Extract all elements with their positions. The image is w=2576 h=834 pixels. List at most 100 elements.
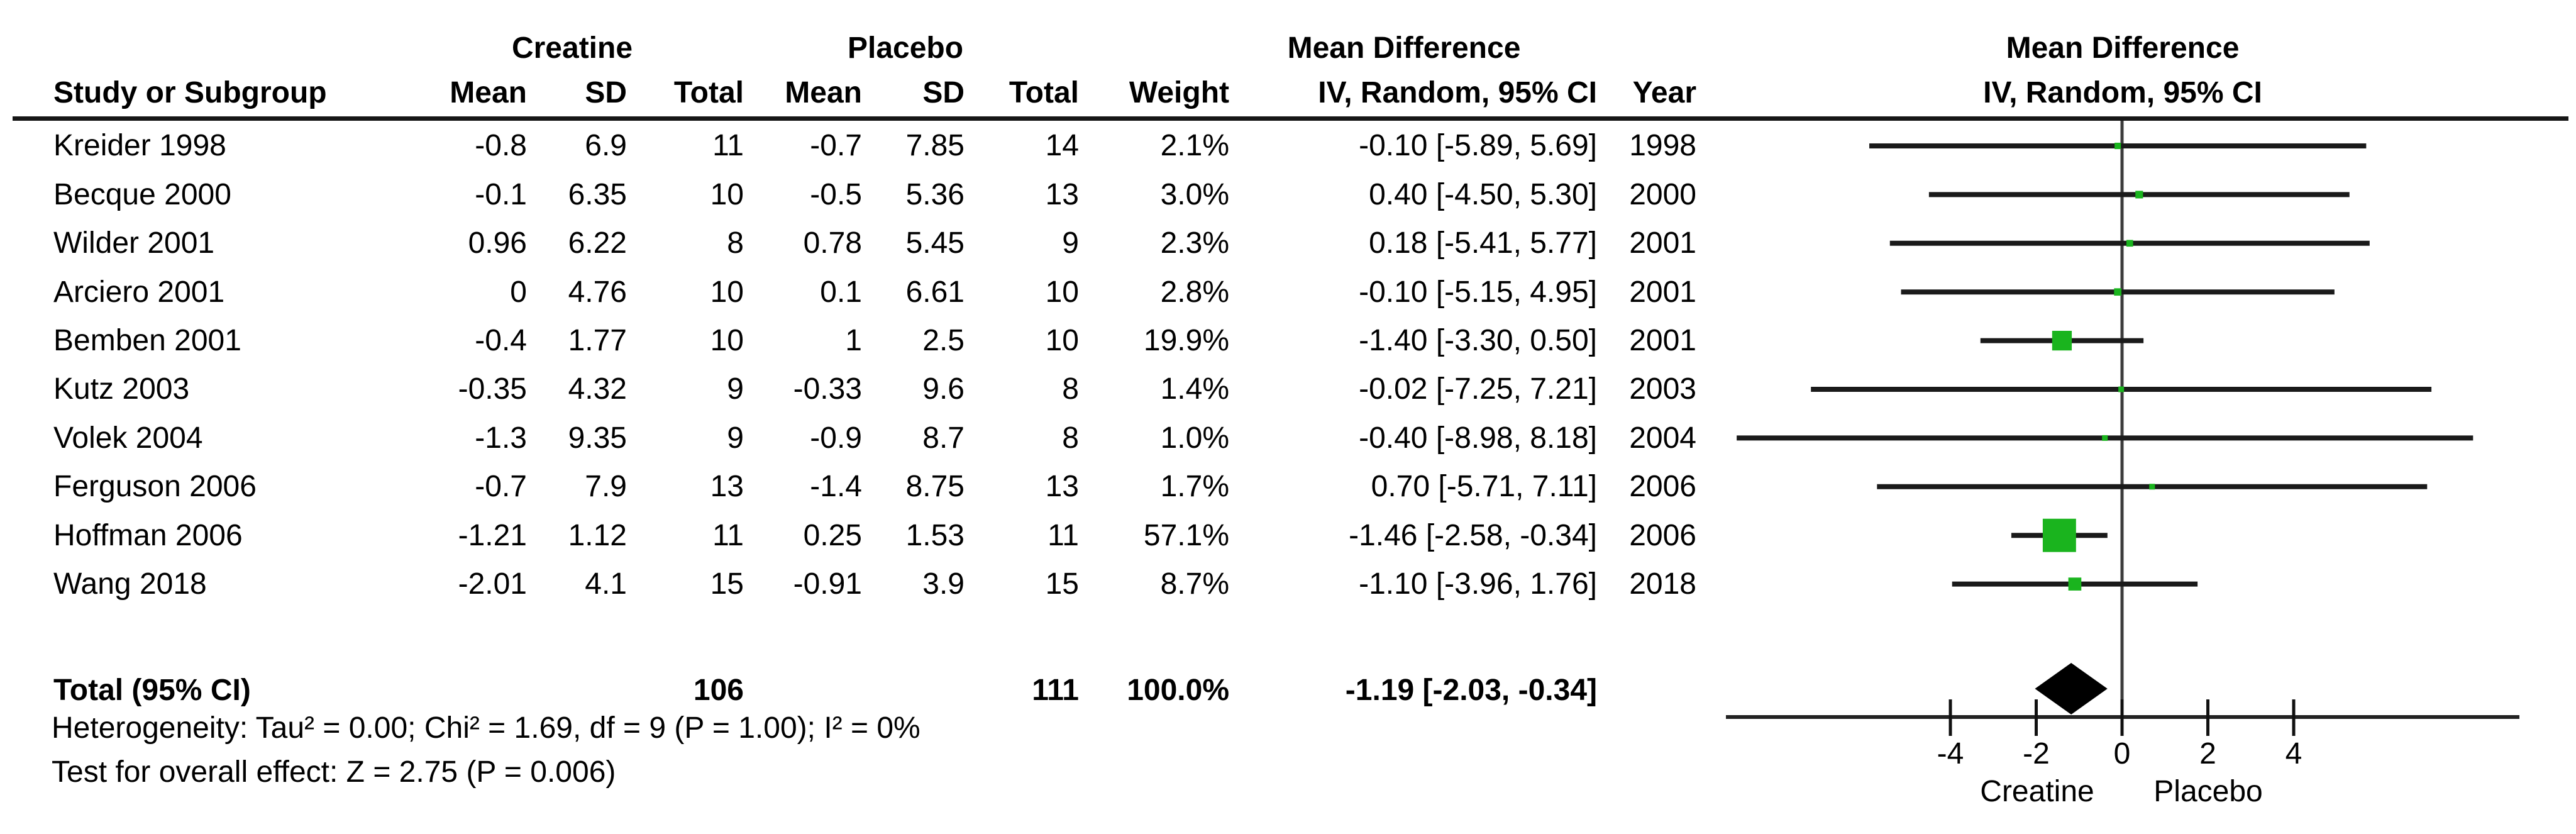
year-value: 2006 bbox=[1629, 470, 1696, 504]
placebo-sd-value: 9.6 bbox=[922, 372, 965, 406]
placebo-mean-value: 0.78 bbox=[803, 226, 862, 260]
creatine-total-value: 8 bbox=[727, 226, 744, 260]
col-header-study: Study or Subgroup bbox=[53, 76, 327, 109]
year-value: 2001 bbox=[1629, 226, 1696, 260]
weight-value: 1.4% bbox=[1160, 372, 1229, 406]
creatine-mean-value: -0.1 bbox=[475, 177, 527, 211]
weight-value: 8.7% bbox=[1160, 567, 1229, 601]
placebo-sd-value: 8.7 bbox=[922, 421, 965, 455]
creatine-sd-value: 6.22 bbox=[568, 226, 627, 260]
md-ci-value: 0.70 [-5.71, 7.11] bbox=[1371, 470, 1597, 504]
header-divider-line bbox=[13, 116, 2568, 121]
table-row: Bemben 2001 -0.4 1.77 10 1 2.5 10 19.9% … bbox=[0, 316, 2576, 365]
placebo-mean-value: -0.9 bbox=[810, 421, 862, 455]
study-label: Arciero 2001 bbox=[53, 275, 225, 309]
year-value: 2004 bbox=[1629, 421, 1696, 455]
table-row: Kutz 2003 -0.35 4.32 9 -0.33 9.6 8 1.4% … bbox=[0, 365, 2576, 413]
placebo-total-value: 11 bbox=[1048, 518, 1079, 552]
overall-effect-text: Test for overall effect: Z = 2.75 (P = 0… bbox=[52, 755, 616, 789]
study-label: Wang 2018 bbox=[53, 567, 207, 601]
placebo-total-value: 8 bbox=[1062, 372, 1079, 406]
tick-label: -4 bbox=[1937, 737, 1964, 770]
year-value: 2003 bbox=[1629, 372, 1696, 406]
creatine-total-value: 10 bbox=[710, 275, 744, 309]
study-label: Becque 2000 bbox=[53, 177, 231, 211]
total-placebo-n: 111 bbox=[1032, 674, 1079, 707]
md-ci-value: 0.40 [-4.50, 5.30] bbox=[1369, 177, 1597, 211]
md-ci-value: 0.18 [-5.41, 5.77] bbox=[1369, 226, 1597, 260]
plot-iv-ci-header: IV, Random, 95% CI bbox=[1983, 76, 2262, 109]
creatine-sd-value: 7.9 bbox=[585, 470, 627, 504]
weight-value: 1.7% bbox=[1160, 470, 1229, 504]
col-header-year: Year bbox=[1632, 76, 1696, 109]
placebo-total-value: 13 bbox=[1045, 470, 1079, 504]
col-header-placebo-total: Total bbox=[1009, 76, 1079, 109]
year-value: 1998 bbox=[1629, 129, 1696, 163]
axis-right-group-label: Placebo bbox=[2153, 775, 2262, 808]
placebo-mean-value: 1 bbox=[845, 323, 862, 357]
placebo-sd-value: 7.85 bbox=[905, 129, 965, 163]
study-label: Kreider 1998 bbox=[53, 129, 226, 163]
col-header-creatine-sd: SD bbox=[585, 76, 627, 109]
placebo-mean-value: -1.4 bbox=[810, 470, 862, 504]
group-header-creatine: Creatine bbox=[511, 31, 633, 65]
placebo-total-value: 15 bbox=[1045, 567, 1079, 601]
creatine-sd-value: 4.1 bbox=[585, 567, 627, 601]
placebo-sd-value: 8.75 bbox=[905, 470, 965, 504]
weight-value: 57.1% bbox=[1143, 518, 1229, 552]
table-row: Wilder 2001 0.96 6.22 8 0.78 5.45 9 2.3%… bbox=[0, 219, 2576, 267]
placebo-mean-value: 0.1 bbox=[820, 275, 862, 309]
md-ci-value: -1.10 [-3.96, 1.76] bbox=[1359, 567, 1597, 601]
creatine-sd-value: 4.32 bbox=[568, 372, 627, 406]
tick-label: -2 bbox=[2023, 737, 2050, 770]
total-label: Total (95% CI) bbox=[53, 674, 251, 707]
placebo-total-value: 9 bbox=[1062, 226, 1079, 260]
tick-label: 4 bbox=[2286, 737, 2302, 770]
creatine-total-value: 11 bbox=[712, 129, 744, 163]
placebo-mean-value: 0.25 bbox=[803, 518, 862, 552]
md-ci-value: -0.10 [-5.15, 4.95] bbox=[1359, 275, 1597, 309]
study-label: Kutz 2003 bbox=[53, 372, 190, 406]
weight-value: 1.0% bbox=[1160, 421, 1229, 455]
md-ci-value: -1.46 [-2.58, -0.34] bbox=[1349, 518, 1597, 552]
table-row: Volek 2004 -1.3 9.35 9 -0.9 8.7 8 1.0% -… bbox=[0, 414, 2576, 462]
placebo-sd-value: 6.61 bbox=[905, 275, 965, 309]
placebo-total-value: 10 bbox=[1045, 275, 1079, 309]
year-value: 2018 bbox=[1629, 567, 1696, 601]
group-header-placebo: Placebo bbox=[847, 31, 964, 65]
total-creatine-n: 106 bbox=[693, 674, 744, 707]
creatine-mean-value: 0 bbox=[510, 275, 527, 309]
placebo-sd-value: 3.9 bbox=[922, 567, 965, 601]
table-row: Kreider 1998 -0.8 6.9 11 -0.7 7.85 14 2.… bbox=[0, 121, 2576, 170]
placebo-total-value: 8 bbox=[1062, 421, 1079, 455]
table-md-header: Mean Difference bbox=[1287, 31, 1521, 65]
creatine-mean-value: -2.01 bbox=[458, 567, 527, 601]
creatine-mean-value: 0.96 bbox=[468, 226, 527, 260]
weight-value: 2.3% bbox=[1160, 226, 1229, 260]
creatine-mean-value: -0.7 bbox=[475, 470, 527, 504]
weight-value: 3.0% bbox=[1160, 177, 1229, 211]
heterogeneity-text: Heterogeneity: Tau² = 0.00; Chi² = 1.69,… bbox=[52, 711, 920, 745]
creatine-mean-value: -0.8 bbox=[475, 129, 527, 163]
year-value: 2001 bbox=[1629, 275, 1696, 309]
placebo-sd-value: 2.5 bbox=[922, 323, 965, 357]
col-header-creatine-mean: Mean bbox=[450, 76, 527, 109]
creatine-mean-value: -0.4 bbox=[475, 323, 527, 357]
creatine-mean-value: -1.21 bbox=[458, 518, 527, 552]
creatine-total-value: 10 bbox=[710, 323, 744, 357]
table-row: Wang 2018 -2.01 4.1 15 -0.91 3.9 15 8.7%… bbox=[0, 560, 2576, 608]
year-value: 2006 bbox=[1629, 518, 1696, 552]
creatine-sd-value: 1.77 bbox=[568, 323, 627, 357]
creatine-sd-value: 1.12 bbox=[568, 518, 627, 552]
placebo-total-value: 14 bbox=[1045, 129, 1079, 163]
placebo-total-value: 10 bbox=[1045, 323, 1079, 357]
study-label: Hoffman 2006 bbox=[53, 518, 243, 552]
creatine-mean-value: -0.35 bbox=[458, 372, 527, 406]
col-header-placebo-sd: SD bbox=[922, 76, 965, 109]
table-row: Becque 2000 -0.1 6.35 10 -0.5 5.36 13 3.… bbox=[0, 170, 2576, 219]
col-header-iv-ci: IV, Random, 95% CI bbox=[1318, 76, 1597, 109]
creatine-total-value: 15 bbox=[710, 567, 744, 601]
total-md-ci: -1.19 [-2.03, -0.34] bbox=[1345, 674, 1597, 707]
col-header-placebo-mean: Mean bbox=[785, 76, 862, 109]
placebo-mean-value: -0.33 bbox=[793, 372, 862, 406]
